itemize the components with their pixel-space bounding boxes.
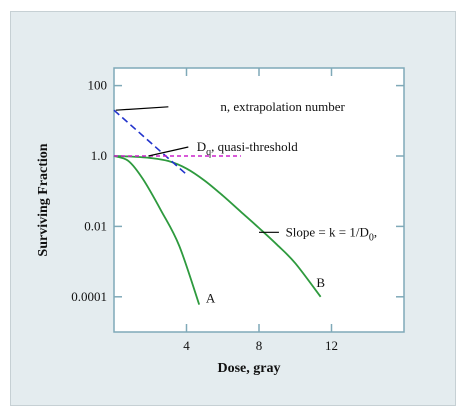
y-axis-title: Surviving Fraction [36, 143, 51, 256]
annotation-leader-dq [148, 146, 189, 157]
y-tick-label: 0.01 [84, 218, 107, 233]
x-axis-title: Dose, gray [218, 361, 281, 376]
annotation-dq: Dq, quasi-threshold [197, 139, 299, 158]
curve-b [113, 155, 322, 298]
extrapolation-line [113, 109, 188, 176]
annotation-B: B [316, 275, 325, 290]
y-tick-label: 100 [88, 78, 108, 93]
annotation-slope: Slope = k = 1/D0, [286, 224, 378, 243]
x-tick-label: 4 [183, 338, 190, 353]
plot-area [113, 67, 405, 333]
survival-curve-chart: n, extrapolation number Dq, quasi-thresho… [36, 67, 405, 376]
figure-panel: n, extrapolation number Dq, quasi-thresho… [10, 11, 456, 406]
y-tick-label: 1.0 [91, 148, 107, 163]
x-tick-label: 8 [256, 338, 263, 353]
annotation-leader-n [115, 106, 169, 111]
x-tick-label: 12 [325, 338, 338, 353]
y-tick-label: 0.0001 [71, 289, 107, 304]
curve-a [113, 155, 201, 305]
annotation-n: n, extrapolation number [220, 99, 345, 114]
annotation-A: A [206, 290, 216, 305]
